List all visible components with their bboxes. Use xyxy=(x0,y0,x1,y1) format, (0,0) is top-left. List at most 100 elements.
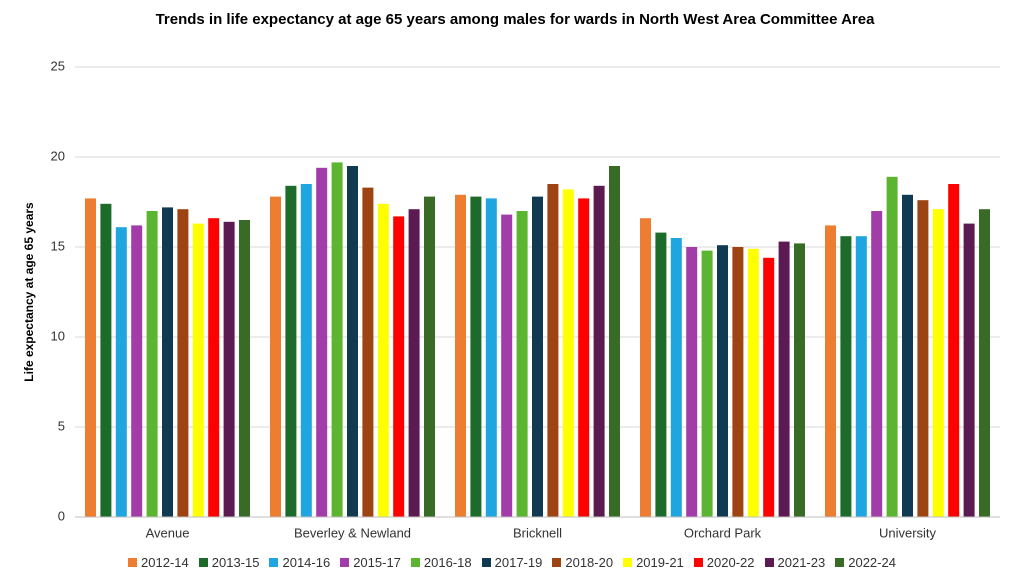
bar xyxy=(146,211,158,517)
legend-label: 2012-14 xyxy=(141,555,189,570)
bar xyxy=(747,248,759,518)
x-tick-label: Beverley & Newland xyxy=(294,525,411,540)
y-tick-label: 5 xyxy=(58,418,65,433)
bar xyxy=(655,232,667,517)
bar xyxy=(424,196,435,517)
legend-label: 2014-16 xyxy=(282,555,331,570)
y-tick-label: 15 xyxy=(51,238,65,253)
bar xyxy=(270,196,281,517)
bar xyxy=(408,209,420,517)
bar xyxy=(115,227,127,517)
bar xyxy=(670,238,682,517)
bar xyxy=(778,241,790,517)
bar xyxy=(347,166,358,517)
bar xyxy=(331,162,343,517)
legend-item: 2022-24 xyxy=(835,555,896,570)
bar xyxy=(963,223,975,517)
legend-label: 2016-18 xyxy=(423,555,472,570)
bar xyxy=(377,203,389,518)
legend-swatch xyxy=(552,558,562,567)
x-tick-label: Avenue xyxy=(146,525,190,540)
bar xyxy=(316,167,328,518)
x-tick-label: University xyxy=(879,525,937,540)
bar xyxy=(362,187,374,517)
bar xyxy=(917,200,929,517)
legend-label: 2021-23 xyxy=(777,555,826,570)
bar xyxy=(162,207,173,517)
legend-item: 2018-20 xyxy=(552,555,613,570)
legend-swatch xyxy=(340,558,350,567)
bar xyxy=(470,196,482,517)
bar xyxy=(886,176,898,518)
legend-label: 2013-15 xyxy=(211,555,260,570)
bar xyxy=(578,198,590,517)
legend-item: 2020-22 xyxy=(693,555,755,570)
legend-swatch xyxy=(481,558,491,567)
bar xyxy=(825,225,836,517)
bar xyxy=(177,209,189,517)
legend-swatch xyxy=(269,558,279,567)
legend-swatch xyxy=(835,558,845,567)
bar xyxy=(547,184,559,517)
bar xyxy=(855,236,867,517)
y-tick-label: 0 xyxy=(58,508,65,523)
bar xyxy=(609,166,620,517)
bar xyxy=(840,236,852,517)
bar xyxy=(85,198,96,517)
y-tick-label: 10 xyxy=(51,328,65,343)
legend-swatch xyxy=(198,558,208,567)
y-axis-label: Life expectancy at age 65 years xyxy=(22,202,36,382)
legend-swatch xyxy=(623,558,633,567)
y-tick-label: 20 xyxy=(51,148,65,163)
bar xyxy=(532,196,543,517)
legend-swatch xyxy=(128,558,138,567)
bar xyxy=(516,211,528,517)
legend-item: 2013-15 xyxy=(198,555,260,570)
bar xyxy=(640,218,651,517)
bar xyxy=(717,245,728,517)
bar xyxy=(208,218,220,517)
bar xyxy=(902,194,913,518)
x-tick-label: Bricknell xyxy=(513,525,562,540)
legend-label: 2015-17 xyxy=(353,555,401,570)
bar xyxy=(871,211,883,517)
legend-item: 2016-18 xyxy=(410,555,472,570)
x-tick-label: Orchard Park xyxy=(684,525,762,540)
legend-swatch xyxy=(693,558,703,567)
chart-title: Trends in life expectancy at age 65 year… xyxy=(155,11,875,28)
bar xyxy=(285,185,297,518)
bar xyxy=(979,209,990,517)
legend-item: 2012-14 xyxy=(128,555,189,570)
legend-item: 2019-21 xyxy=(623,555,684,570)
bar xyxy=(192,223,204,517)
bar xyxy=(732,247,744,517)
legend-label: 2019-21 xyxy=(636,555,684,570)
bar xyxy=(131,225,143,517)
bar xyxy=(593,185,605,518)
bar xyxy=(932,209,944,517)
legend-swatch xyxy=(764,558,774,567)
legend-item: 2015-17 xyxy=(340,555,401,570)
legend-label: 2022-24 xyxy=(848,555,896,570)
bar xyxy=(485,198,497,517)
legend-item: 2014-16 xyxy=(269,555,330,570)
bar xyxy=(393,216,405,517)
bar xyxy=(686,247,698,517)
legend-item: 2021-23 xyxy=(764,555,826,570)
bar xyxy=(562,189,574,517)
bar xyxy=(763,257,775,517)
legend-label: 2018-20 xyxy=(565,555,614,570)
legend-label: 2020-22 xyxy=(706,555,755,570)
legend-swatch xyxy=(410,558,420,567)
bar xyxy=(455,194,466,518)
bar xyxy=(501,214,513,517)
legend-label: 2017-19 xyxy=(494,555,543,570)
bar xyxy=(948,184,960,517)
legend: 2012-14 2013-15 2014-16 2015-17 2016-18 2017-… xyxy=(0,555,1024,570)
bar xyxy=(300,184,312,517)
legend-item: 2017-19 xyxy=(481,555,543,570)
y-tick-label: 25 xyxy=(51,58,65,73)
bar xyxy=(794,243,805,517)
